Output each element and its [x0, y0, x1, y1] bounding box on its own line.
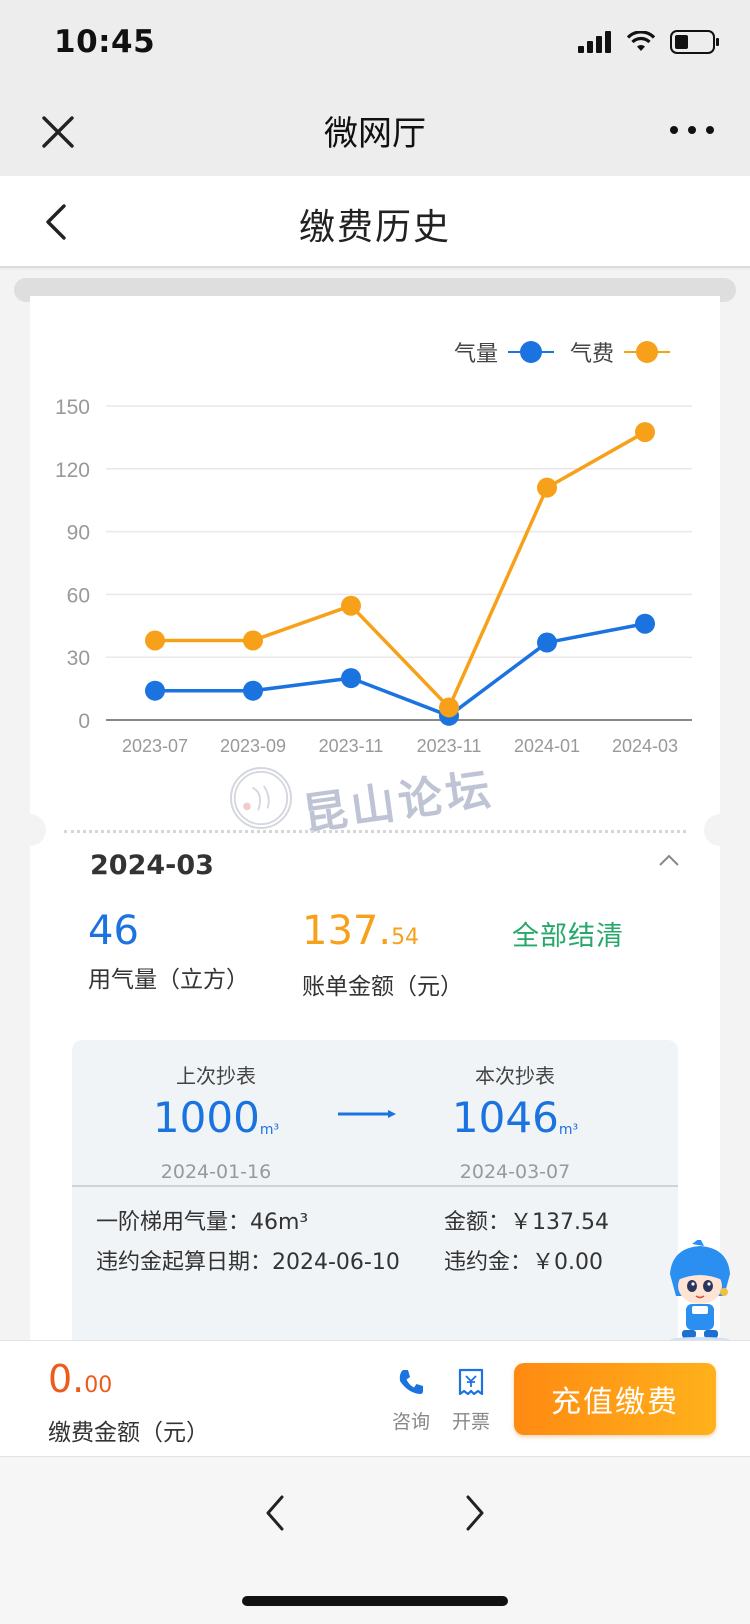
- wechat-title-bar: 微网厅: [0, 88, 750, 176]
- nav-back-icon[interactable]: [262, 1493, 288, 1533]
- x-tick-label: 2023-09: [220, 736, 286, 756]
- chevron-up-icon[interactable]: [658, 852, 680, 868]
- amount-detail: 金额：￥137.54: [444, 1210, 609, 1235]
- x-tick-label: 2023-11: [417, 736, 482, 756]
- signal-icon: [578, 31, 611, 53]
- browser-nav-bar: [0, 1456, 750, 1624]
- y-tick-label: 120: [55, 459, 90, 482]
- legend-marker-gas: [507, 341, 554, 363]
- payment-bar: 0.00 缴费金额（元） 咨询 开票 充值缴费: [0, 1340, 750, 1456]
- data-point: [341, 595, 361, 616]
- battery-icon: [670, 30, 719, 54]
- bill-amount-stat: 137.54 账单金额（元）: [302, 908, 463, 1001]
- gas-usage-stat: 46 用气量（立方）: [88, 908, 249, 994]
- pay-amount-label: 缴费金额（元）: [48, 1420, 209, 1446]
- more-menu-icon[interactable]: [670, 126, 714, 134]
- customer-service-mascot-icon[interactable]: [662, 1240, 738, 1344]
- reading-divider: [72, 1185, 678, 1187]
- consult-label: 咨询: [391, 1411, 430, 1433]
- penalty-start-date: 违约金起算日期：2024-06-10: [96, 1250, 400, 1275]
- wifi-icon: [626, 31, 656, 51]
- meter-reading-box: 上次抄表 1000m³ 2024-01-16 本次抄表 1046m³ 2024-…: [72, 1040, 678, 1340]
- previous-reading-value: 1000m³: [152, 1093, 280, 1142]
- ticket-notch-right: [704, 814, 720, 846]
- data-point: [439, 697, 459, 718]
- data-point: [243, 680, 263, 701]
- x-tick-label: 2023-11: [319, 736, 384, 756]
- y-tick-label: 0: [78, 710, 90, 733]
- tier-usage: 一阶梯用气量：46m³: [96, 1210, 309, 1235]
- current-reading-value: 1046m³: [451, 1093, 579, 1142]
- chart-legend: 气量 气费: [454, 336, 670, 368]
- ticket-notch-left: [30, 814, 46, 846]
- status-bar: 10:45: [0, 0, 750, 88]
- data-point: [145, 680, 165, 701]
- previous-reading-date: 2024-01-16: [160, 1161, 272, 1183]
- previous-reading-label: 上次抄表: [176, 1064, 256, 1088]
- dotted-divider: [64, 830, 686, 833]
- close-icon[interactable]: [38, 112, 78, 152]
- data-point: [145, 630, 165, 651]
- pay-amount-value: 0.00: [48, 1357, 113, 1401]
- current-reading: 本次抄表 1046m³ 2024-03-07: [415, 1060, 615, 1183]
- data-point: [635, 422, 655, 443]
- data-point: [635, 613, 655, 634]
- status-time: 10:45: [54, 24, 156, 60]
- usage-chart: 气量 气费 0 30 60 90 120 150 2023-07 2023-09 2023-11…: [30, 296, 720, 816]
- consult-button[interactable]: 咨询: [386, 1367, 436, 1434]
- back-icon[interactable]: [40, 200, 70, 244]
- legend-item-gas[interactable]: 气量: [454, 336, 554, 368]
- data-point: [341, 668, 361, 689]
- wechat-title: 微网厅: [324, 114, 426, 154]
- arrow-right-icon: [338, 1110, 396, 1118]
- current-reading-label: 本次抄表: [475, 1064, 555, 1088]
- watermark: 昆山论坛: [230, 764, 497, 841]
- nav-forward-icon[interactable]: [462, 1493, 488, 1533]
- x-tick-label: 2023-07: [122, 736, 188, 756]
- period-title: 2024-03: [90, 850, 214, 881]
- page-title: 缴费历史: [298, 207, 451, 248]
- data-point: [537, 632, 557, 653]
- legend-item-fee[interactable]: 气费: [570, 336, 670, 368]
- legend-marker-fee: [624, 341, 670, 363]
- legend-label-fee: 气费: [569, 342, 614, 367]
- y-tick-label: 150: [55, 396, 90, 419]
- y-tick-label: 30: [67, 647, 90, 670]
- data-point: [243, 630, 263, 651]
- y-tick-label: 60: [67, 584, 90, 607]
- watermark-seal-icon: [230, 767, 292, 829]
- bill-amount-label: 账单金额（元）: [302, 974, 463, 1000]
- page-header: 缴费历史: [0, 176, 750, 268]
- x-tick-label: 2024-01: [514, 736, 580, 756]
- penalty-amount: 违约金：￥0.00: [444, 1250, 603, 1275]
- invoice-label: 开票: [451, 1411, 490, 1433]
- invoice-button[interactable]: 开票: [446, 1367, 496, 1434]
- home-indicator: [242, 1596, 508, 1606]
- series-line-1: [155, 430, 646, 710]
- x-tick-label: 2024-03: [612, 736, 678, 756]
- legend-label-gas: 气量: [453, 342, 498, 367]
- gas-usage-label: 用气量（立方）: [88, 967, 249, 993]
- phone-icon: [399, 1370, 423, 1394]
- current-reading-date: 2024-03-07: [459, 1161, 571, 1183]
- history-card: 气量 气费 0 30 60 90 120 150 2023-07 2023-09 2023-11…: [30, 296, 720, 1340]
- receipt-icon: [458, 1368, 484, 1396]
- series-line-0: [155, 621, 646, 718]
- bill-amount-value: 137.54: [302, 908, 420, 954]
- y-tick-label: 90: [67, 522, 90, 545]
- settled-status: 全部结清: [512, 921, 624, 952]
- chart-plot: 0 30 60 90 120 150 2023-07 2023-09 2023-11 2023-1…: [55, 396, 692, 756]
- recharge-pay-button[interactable]: 充值缴费: [514, 1363, 716, 1435]
- data-point: [537, 477, 557, 498]
- gas-usage-value: 46: [88, 908, 139, 954]
- previous-reading: 上次抄表 1000m³ 2024-01-16: [116, 1060, 316, 1183]
- status-icons: [578, 30, 720, 54]
